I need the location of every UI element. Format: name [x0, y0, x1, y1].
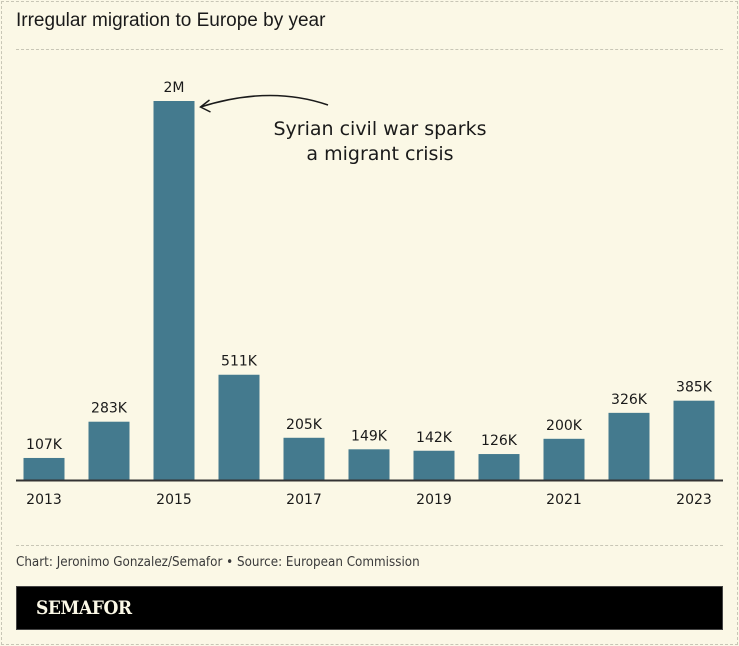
- x-tick-label-2013: 2013: [26, 492, 62, 508]
- bar-2020: [478, 454, 520, 480]
- annotation-arrowhead: [199, 99, 211, 113]
- data-label-2018: 149K: [351, 428, 388, 444]
- x-tick-label-2023: 2023: [676, 492, 712, 508]
- bar-2017: [283, 437, 325, 480]
- data-label-2019: 142K: [416, 430, 453, 446]
- bar-2013: [23, 457, 65, 480]
- annotation-arrow: [200, 94, 329, 108]
- x-tick-label-2017: 2017: [286, 492, 322, 508]
- top-divider: [16, 49, 723, 50]
- chart-credit: Chart: Jeronimo Gonzalez/Semafor • Sourc…: [16, 555, 420, 570]
- data-label-2013: 107K: [26, 437, 63, 453]
- bar-2016: [218, 374, 260, 480]
- annotation: Syrian civil war sparks a migrant crisis: [199, 94, 487, 165]
- bar-2019: [413, 450, 455, 480]
- data-label-2017: 205K: [286, 417, 323, 433]
- annotation-text-line-2: a migrant crisis: [306, 143, 453, 165]
- bar-2015: [153, 101, 195, 480]
- annotation-text-line-1: Syrian civil war sparks: [273, 118, 486, 140]
- x-tick-label-2021: 2021: [546, 492, 582, 508]
- bar-2022: [608, 412, 650, 480]
- brand-bar: SEMAFOR: [16, 586, 723, 630]
- data-label-2015: 2M: [164, 80, 185, 96]
- data-label-2016: 511K: [221, 354, 258, 370]
- bar-2021: [543, 438, 585, 480]
- data-label-2021: 200K: [546, 418, 583, 434]
- bar-2023: [673, 400, 715, 480]
- bar-2018: [348, 449, 390, 480]
- data-label-2023: 385K: [676, 380, 713, 396]
- data-label-2020: 126K: [481, 433, 518, 449]
- chart-title: Irregular migration to Europe by year: [16, 10, 326, 31]
- bar-2014: [88, 421, 130, 480]
- x-tick-label-2019: 2019: [416, 492, 452, 508]
- bottom-divider: [16, 545, 723, 546]
- semafor-logo: SEMAFOR: [36, 597, 132, 619]
- x-tick-label-2015: 2015: [156, 492, 192, 508]
- data-label-2022: 326K: [611, 392, 648, 408]
- bar-chart: 107K 283K 2M 511K 205K 149K 142K 126K 200K 326K 38…: [16, 80, 723, 508]
- data-label-2014: 283K: [91, 401, 128, 417]
